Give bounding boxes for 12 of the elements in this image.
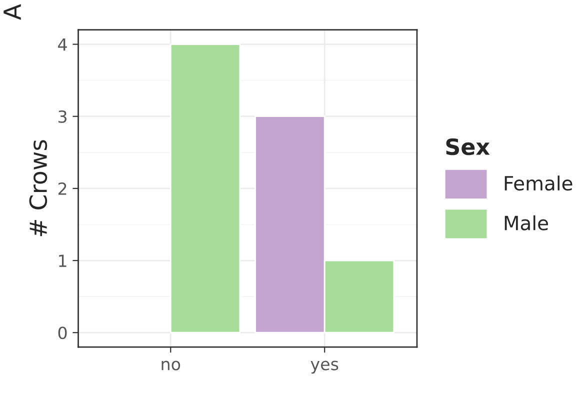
- y-tick-label: 3: [58, 110, 67, 123]
- y-axis-title: # Crows: [29, 140, 48, 236]
- text: A: [4, 4, 21, 20]
- legend-label: Female: [504, 176, 572, 191]
- y-tick-label: 0: [58, 326, 67, 340]
- y-tick-label: 4: [58, 38, 67, 51]
- y-tick-label: 1: [59, 254, 66, 267]
- x-tick-label: no: [162, 360, 180, 370]
- y-tick-label: 2: [58, 182, 66, 195]
- legend-title: Sex: [446, 138, 490, 156]
- legend-label: Male: [504, 215, 548, 230]
- x-tick-label: yes: [310, 360, 338, 374]
